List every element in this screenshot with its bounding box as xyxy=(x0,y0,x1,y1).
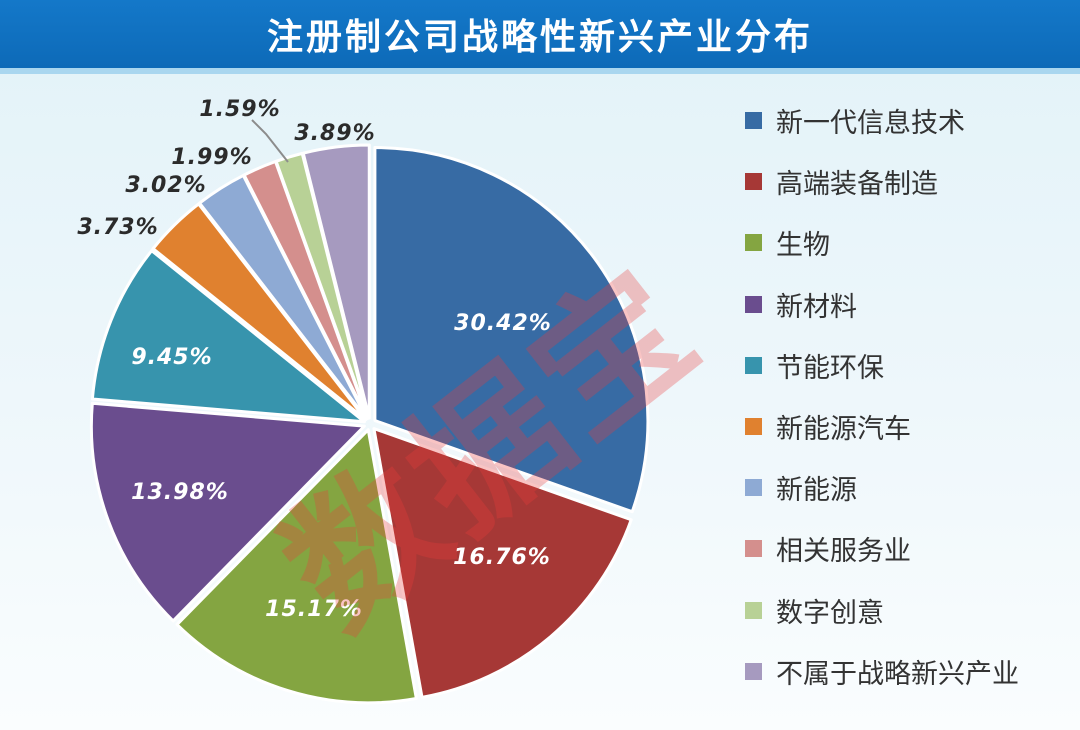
chart-title: 注册制公司战略性新兴产业分布 xyxy=(266,17,813,58)
legend-label: 数字创意 xyxy=(776,597,884,629)
legend-label: 新材料 xyxy=(776,291,857,323)
legend-label: 新能源 xyxy=(776,475,857,507)
legend-item: 高端装备制造 xyxy=(745,151,1075,212)
pie-slice-3 xyxy=(175,428,418,705)
pie-slice-2 xyxy=(372,427,633,699)
legend-swatch xyxy=(745,295,762,313)
legend-label: 新一代信息技术 xyxy=(776,108,965,140)
legend-label: 生物 xyxy=(776,230,830,262)
legend-swatch xyxy=(745,479,762,497)
legend-swatch xyxy=(745,356,762,374)
data-label-7: 3.02% xyxy=(125,173,206,198)
legend-swatch xyxy=(745,173,762,191)
data-label-8: 1.99% xyxy=(171,145,252,170)
legend-item: 数字创意 xyxy=(745,580,1075,641)
legend-item: 新材料 xyxy=(745,274,1075,335)
data-label-10: 3.89% xyxy=(294,121,375,146)
data-label-9: 1.59% xyxy=(199,97,280,122)
pie-slice-10 xyxy=(301,143,371,420)
pie-slice-5 xyxy=(90,249,366,424)
legend-swatch xyxy=(745,234,762,252)
legend-item: 相关服务业 xyxy=(745,518,1075,579)
legend-label: 不属于战略新兴产业 xyxy=(776,658,1019,690)
legend-item: 生物 xyxy=(745,212,1075,273)
legend-label: 节能环保 xyxy=(776,352,884,384)
data-label-4: 13.98% xyxy=(131,480,229,505)
legend-swatch xyxy=(745,418,762,436)
chart-legend: 新一代信息技术 高端装备制造 生物新材料节能环保新能源汽车新能源相关服务业数字创意不… xyxy=(745,90,1075,702)
legend-swatch xyxy=(745,662,762,680)
legend-item: 新一代信息技术 xyxy=(745,90,1075,151)
legend-label: 相关服务业 xyxy=(776,536,911,568)
data-label-5: 9.45% xyxy=(131,345,212,370)
pie-slice-4 xyxy=(89,401,366,623)
legend-label: 高端装备制造 xyxy=(776,169,938,201)
data-label-3: 15.17% xyxy=(265,597,363,622)
title-bar: 注册制公司战略性新兴产业分布 xyxy=(0,0,1080,74)
legend-item: 新能源汽车 xyxy=(745,396,1075,457)
legend-item: 新能源 xyxy=(745,457,1075,518)
legend-swatch xyxy=(745,601,762,619)
data-label-6: 3.73% xyxy=(77,215,158,240)
pie-chart: 30.42% 16.76% 15.17% 13.98% 9.45% 3.73% 3.02% 1… xyxy=(77,97,650,705)
data-label-2: 16.76% xyxy=(453,545,551,570)
legend-item: 不属于战略新兴产业 xyxy=(745,641,1075,702)
data-label-1: 30.42% xyxy=(454,311,552,336)
legend-swatch xyxy=(745,112,762,130)
legend-swatch xyxy=(745,540,762,558)
leader-line xyxy=(251,119,289,163)
legend-item: 节能环保 xyxy=(745,335,1075,396)
pie-slice-1 xyxy=(373,146,650,514)
legend-label: 新能源汽车 xyxy=(776,414,911,446)
